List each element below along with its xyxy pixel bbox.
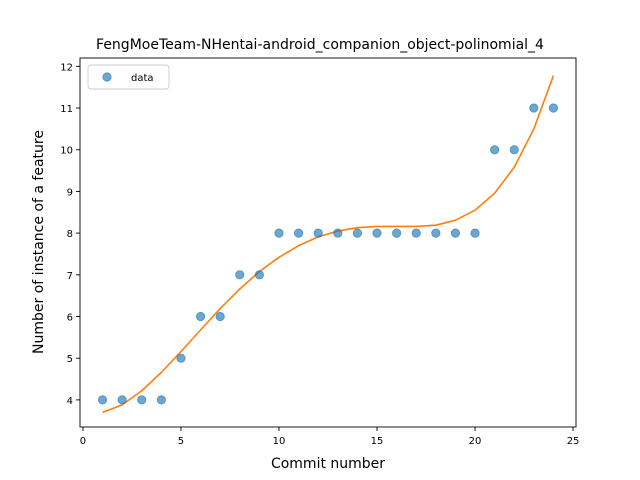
data-point [450, 228, 461, 238]
y-tick-label: 10 [60, 146, 73, 157]
data-point [372, 228, 382, 238]
y-tick-label: 12 [60, 62, 73, 73]
x-tick-label: 20 [469, 436, 482, 447]
data-point [156, 395, 166, 405]
chart-title: FengMoeTeam-NHentai-android_companion_ob… [96, 37, 544, 53]
data-point [117, 395, 127, 405]
data-point [490, 145, 500, 155]
x-tick-label: 5 [178, 436, 184, 447]
data-point [411, 228, 421, 238]
data-point [137, 395, 147, 405]
y-axis-label: Number of instance of a feature [31, 130, 47, 354]
y-tick-label: 11 [60, 104, 73, 115]
y-tick-label: 6 [67, 313, 73, 324]
y-tick-label: 7 [67, 271, 73, 282]
data-point [215, 311, 225, 322]
plot-area: 0 5 10 15 20 25 4 5 6 7 8 9 10 11 12 [60, 57, 580, 447]
x-tick-label: 10 [273, 436, 286, 447]
x-tick-label: 15 [371, 436, 384, 447]
data-point [333, 228, 343, 238]
data-point [176, 353, 186, 363]
y-tick-label: 8 [67, 229, 73, 240]
x-tick-label: 25 [567, 436, 580, 447]
y-tick-label: 4 [67, 396, 73, 407]
axes-frame [79, 57, 577, 428]
y-tick-label: 9 [67, 187, 73, 198]
x-tick-label: 0 [80, 436, 86, 447]
data-point [392, 228, 402, 238]
legend: data [87, 64, 170, 90]
y-tick-label: 5 [67, 354, 73, 365]
data-point [431, 228, 441, 238]
legend-box [87, 64, 170, 90]
data-point [529, 103, 539, 113]
x-axis-label: Commit number [271, 456, 385, 472]
data-point [313, 228, 323, 238]
data-point [97, 395, 108, 405]
data-point [293, 228, 304, 238]
data-point [352, 228, 363, 238]
data-point [274, 228, 284, 238]
legend-marker [102, 72, 112, 82]
data-point [470, 228, 480, 238]
data-point [254, 270, 264, 280]
data-point [509, 145, 519, 155]
data-point [195, 311, 206, 322]
data-point [235, 270, 245, 280]
legend-label: data [131, 73, 154, 84]
data-point [548, 103, 559, 113]
